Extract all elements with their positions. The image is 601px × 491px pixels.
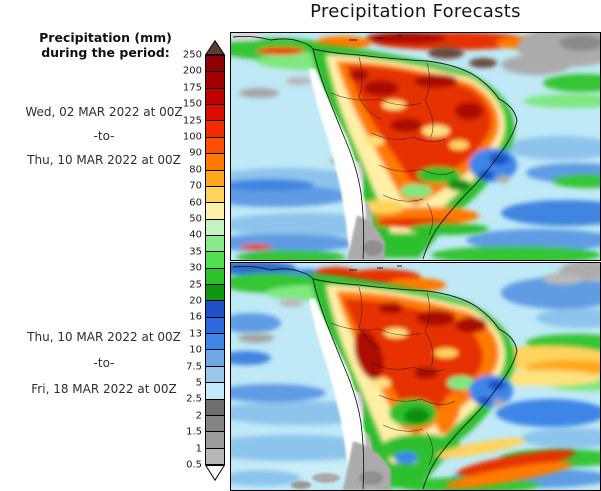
colorbar-segment bbox=[206, 447, 224, 464]
colorbar-over-arrow bbox=[205, 40, 225, 55]
colorbar-segment bbox=[206, 185, 224, 203]
colorbar-tick-label: 80 bbox=[189, 164, 202, 176]
colorbar-segment bbox=[206, 136, 224, 154]
colorbar-tick-label: 200 bbox=[182, 65, 202, 77]
colorbar-segment bbox=[206, 218, 224, 235]
colorbar-segment bbox=[206, 202, 224, 219]
colorbar-segment bbox=[206, 431, 224, 448]
colorbar-under-arrow bbox=[205, 465, 225, 481]
colorbar-tick-label: 1.5 bbox=[186, 426, 202, 438]
colorbar-segment bbox=[206, 398, 224, 415]
colorbar-segments bbox=[205, 55, 225, 465]
colorbar-tick-label: 35 bbox=[189, 246, 202, 258]
colorbar-tick-label: 0.5 bbox=[186, 459, 202, 471]
legend-heading-line1: Precipitation (mm) bbox=[39, 30, 172, 45]
colorbar-segment bbox=[206, 333, 224, 350]
colorbar-tick-label: 16 bbox=[189, 311, 202, 323]
legend-heading: Precipitation (mm) during the period: bbox=[8, 30, 203, 60]
colorbar-segment bbox=[206, 56, 224, 72]
colorbar-tick-label: 10 bbox=[189, 344, 202, 356]
colorbar-tick-label: 50 bbox=[189, 213, 202, 225]
map-top-graphic bbox=[231, 33, 600, 260]
colorbar-tick-label: 60 bbox=[189, 197, 202, 209]
map-panel-top bbox=[230, 32, 601, 261]
colorbar-ticks: 250 200 175 150 125 100 90 80 70 60 50 40 35 30 25 20 16… bbox=[160, 50, 202, 471]
colorbar-segment bbox=[206, 104, 224, 121]
figure-title: Precipitation Forecasts bbox=[310, 1, 521, 22]
period-2-separator: -to- bbox=[93, 356, 115, 370]
colorbar-tick-label: 40 bbox=[189, 229, 202, 241]
colorbar-segment bbox=[206, 120, 224, 137]
colorbar-segment bbox=[206, 382, 224, 399]
period-2-start: Thu, 10 MAR 2022 at 00Z bbox=[27, 330, 181, 344]
map-panel-bottom bbox=[230, 262, 601, 491]
colorbar-tick-label: 2 bbox=[195, 410, 202, 422]
colorbar-tick-label: 70 bbox=[189, 180, 202, 192]
colorbar-tick-label: 30 bbox=[189, 262, 202, 274]
colorbar-segment bbox=[206, 349, 224, 366]
colorbar-segment bbox=[206, 414, 224, 432]
period-1-separator: -to- bbox=[93, 129, 115, 143]
map-bottom-graphic bbox=[231, 263, 600, 490]
colorbar-tick-label: 7.5 bbox=[186, 361, 202, 373]
colorbar-segment bbox=[206, 284, 224, 301]
colorbar-tick-label: 1 bbox=[195, 443, 202, 455]
colorbar-tick-label: 100 bbox=[182, 131, 202, 143]
colorbar-segment bbox=[206, 234, 224, 252]
colorbar-segment bbox=[206, 300, 224, 317]
colorbar-segment bbox=[206, 71, 224, 88]
colorbar-segment bbox=[206, 316, 224, 334]
colorbar-tick-label: 175 bbox=[182, 82, 202, 94]
colorbar-tick-label: 25 bbox=[189, 279, 202, 291]
colorbar-segment bbox=[206, 251, 224, 268]
colorbar-tick-label: 2.5 bbox=[186, 393, 202, 405]
period-1-label: Wed, 02 MAR 2022 at 00Z -to- Thu, 10 MAR… bbox=[0, 105, 208, 177]
period-2-end: Fri, 18 MAR 2022 at 00Z bbox=[31, 382, 177, 396]
legend-heading-line2: during the period: bbox=[41, 45, 170, 60]
colorbar-tick-label: 20 bbox=[189, 295, 202, 307]
colorbar-segment bbox=[206, 169, 224, 186]
colorbar-segment bbox=[206, 153, 224, 170]
colorbar-tick-label: 5 bbox=[195, 377, 202, 389]
colorbar: 250 200 175 150 125 100 90 80 70 60 50 40 35 30 25 20 16… bbox=[183, 40, 225, 481]
period-1-start: Wed, 02 MAR 2022 at 00Z bbox=[25, 105, 183, 119]
colorbar-tick-label: 150 bbox=[182, 98, 202, 110]
colorbar-tick-label: 125 bbox=[182, 115, 202, 127]
colorbar-segment bbox=[206, 87, 224, 105]
colorbar-tick-label: 250 bbox=[182, 49, 202, 61]
period-1-end: Thu, 10 MAR 2022 at 00Z bbox=[27, 153, 181, 167]
colorbar-tick-label: 90 bbox=[189, 147, 202, 159]
colorbar-segment bbox=[206, 267, 224, 285]
colorbar-tick-label: 13 bbox=[189, 328, 202, 340]
period-2-label: Thu, 10 MAR 2022 at 00Z -to- Fri, 18 MAR… bbox=[0, 330, 208, 408]
colorbar-segment bbox=[206, 365, 224, 383]
